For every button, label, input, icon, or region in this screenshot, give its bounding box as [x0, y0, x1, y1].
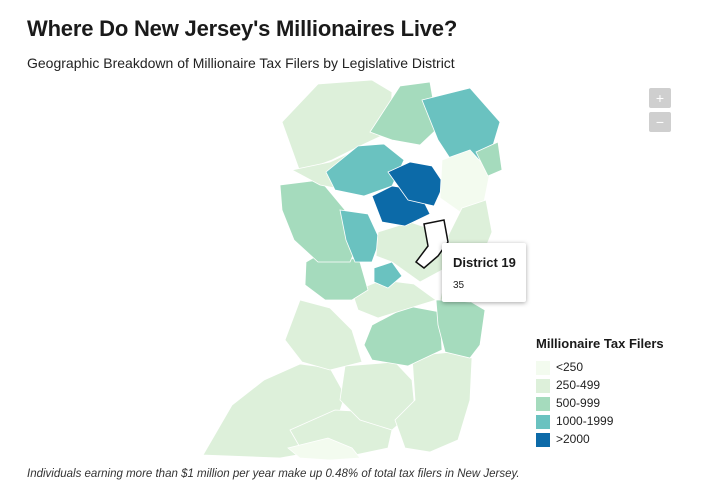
- legend-label: >2000: [556, 432, 590, 446]
- district-area-delaware[interactable]: [284, 299, 363, 371]
- district-area-central-small[interactable]: [373, 261, 403, 289]
- district-area-cape[interactable]: [287, 437, 361, 461]
- map-legend: Millionaire Tax Filers <250 250-499 500-…: [536, 336, 664, 449]
- footnote: Individuals earning more than $1 million…: [27, 468, 520, 480]
- legend-swatch: [536, 361, 550, 375]
- district-area-somerset[interactable]: [339, 209, 381, 263]
- legend-label: 250-499: [556, 378, 601, 392]
- district-tooltip: District 19 35: [442, 243, 526, 302]
- legend-item: 250-499: [536, 377, 664, 395]
- legend-item: <250: [536, 359, 664, 377]
- legend-label: <250: [556, 360, 584, 374]
- legend-item: >2000: [536, 431, 664, 449]
- page-title: Where Do New Jersey's Millionaires Live?: [27, 16, 458, 41]
- district-area-bergen-edge[interactable]: [475, 141, 503, 177]
- tooltip-district-name: District 19: [453, 255, 516, 270]
- district-area-monmouth[interactable]: [435, 299, 486, 359]
- legend-item: 500-999: [536, 395, 664, 413]
- zoom-in-button[interactable]: +: [649, 88, 671, 108]
- legend-label: 500-999: [556, 396, 601, 410]
- district-area-hunterdon[interactable]: [279, 179, 361, 263]
- legend-swatch: [536, 379, 550, 393]
- tooltip-value: 35: [453, 280, 465, 291]
- legend-item: 1000-1999: [536, 413, 664, 431]
- legend-title: Millionaire Tax Filers: [536, 336, 664, 351]
- district-19-highlight[interactable]: [414, 219, 449, 269]
- zoom-out-button[interactable]: −: [649, 112, 671, 132]
- legend-swatch: [536, 433, 550, 447]
- legend-label: 1000-1999: [556, 414, 614, 428]
- legend-swatch: [536, 415, 550, 429]
- legend-swatch: [536, 397, 550, 411]
- page-subtitle: Geographic Breakdown of Millionaire Tax …: [27, 55, 455, 71]
